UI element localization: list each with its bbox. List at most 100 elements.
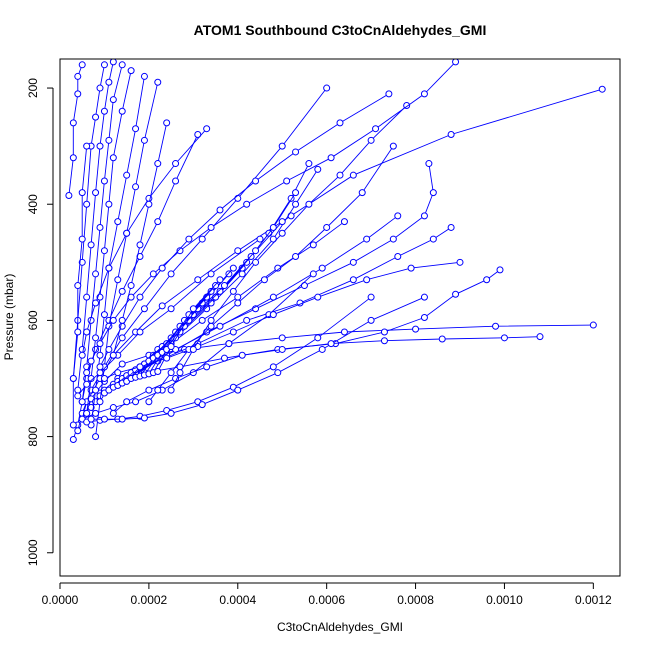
data-point xyxy=(114,218,122,226)
data-point xyxy=(78,189,86,197)
data-point xyxy=(189,305,197,313)
y-axis-label: Pressure (mbar) xyxy=(2,274,16,361)
data-point xyxy=(269,311,277,319)
series-line xyxy=(152,285,216,373)
data-point xyxy=(198,235,206,243)
data-point xyxy=(189,345,197,353)
data-point xyxy=(278,218,286,226)
data-point xyxy=(194,131,202,139)
data-point xyxy=(207,316,215,324)
data-point xyxy=(78,61,86,69)
data-point xyxy=(92,334,100,342)
data-point xyxy=(87,415,95,423)
data-point xyxy=(145,398,153,406)
data-point xyxy=(78,398,86,406)
data-point xyxy=(385,90,393,98)
data-point xyxy=(167,343,175,351)
data-point xyxy=(96,84,104,92)
series-profile xyxy=(100,212,402,397)
data-point xyxy=(252,177,260,185)
data-point xyxy=(92,409,100,417)
data-point xyxy=(109,96,117,104)
data-point xyxy=(194,276,202,284)
data-point xyxy=(78,351,86,359)
data-point xyxy=(154,160,162,168)
data-point xyxy=(167,305,175,313)
data-point xyxy=(336,171,344,179)
data-point xyxy=(158,302,166,310)
data-point xyxy=(118,107,126,115)
data-point xyxy=(318,345,326,353)
series-profile xyxy=(83,67,135,417)
data-point xyxy=(229,287,237,295)
data-point xyxy=(127,282,135,290)
data-point xyxy=(203,363,211,371)
x-tick-label: 0.0012 xyxy=(575,593,612,607)
data-point xyxy=(216,276,224,284)
data-point xyxy=(372,125,380,133)
data-point xyxy=(500,334,508,342)
data-point xyxy=(420,314,428,321)
plot-frame xyxy=(59,58,621,577)
data-point xyxy=(96,223,104,231)
data-point xyxy=(389,142,397,150)
data-point xyxy=(229,264,237,272)
series-profile xyxy=(69,61,108,382)
data-point xyxy=(109,409,117,417)
data-point xyxy=(292,189,300,197)
data-point xyxy=(220,282,228,290)
x-tick-label: 0.0008 xyxy=(397,593,434,607)
data-point xyxy=(132,125,140,133)
data-point xyxy=(420,293,428,301)
data-point xyxy=(132,183,140,191)
data-point xyxy=(269,293,277,301)
data-point xyxy=(140,305,148,313)
data-point xyxy=(118,360,126,368)
data-point xyxy=(367,293,375,301)
data-point xyxy=(105,345,113,353)
data-point xyxy=(292,200,300,208)
data-point xyxy=(225,340,233,348)
data-point xyxy=(447,131,455,139)
data-point xyxy=(69,421,77,429)
data-point xyxy=(198,316,206,324)
data-point xyxy=(327,340,335,348)
data-point xyxy=(305,160,313,168)
data-point xyxy=(87,357,95,365)
data-point xyxy=(123,171,131,179)
data-point xyxy=(292,148,300,156)
data-point xyxy=(118,287,126,295)
series-line xyxy=(148,291,212,375)
series-line xyxy=(68,64,83,196)
data-point xyxy=(74,282,82,290)
data-point xyxy=(109,59,117,66)
x-axis: 0.0000 0.0002 0.0004 0.0006 0.0008 0.0010 0.00… xyxy=(42,582,612,607)
series-line xyxy=(170,105,408,391)
data-point xyxy=(380,328,388,336)
data-point xyxy=(87,404,95,412)
data-point xyxy=(96,142,104,150)
series-layer xyxy=(65,59,606,443)
data-point xyxy=(278,142,286,150)
data-point xyxy=(274,264,282,272)
data-point xyxy=(269,223,277,231)
data-point xyxy=(198,401,206,409)
y-axis: 200 400 600 800 1000 xyxy=(26,78,54,566)
data-point xyxy=(118,316,126,324)
series-profile xyxy=(83,321,597,417)
data-point xyxy=(318,264,326,272)
data-point xyxy=(185,235,193,243)
data-point xyxy=(109,154,117,162)
data-point xyxy=(229,328,237,336)
series-line xyxy=(81,64,123,402)
data-point xyxy=(83,409,91,417)
series-profile xyxy=(100,258,464,382)
series-profile xyxy=(167,101,411,394)
data-point xyxy=(216,287,224,295)
data-point xyxy=(438,335,446,343)
data-point xyxy=(123,229,131,237)
data-point xyxy=(447,223,455,231)
data-point xyxy=(83,380,91,388)
data-point xyxy=(429,189,437,197)
